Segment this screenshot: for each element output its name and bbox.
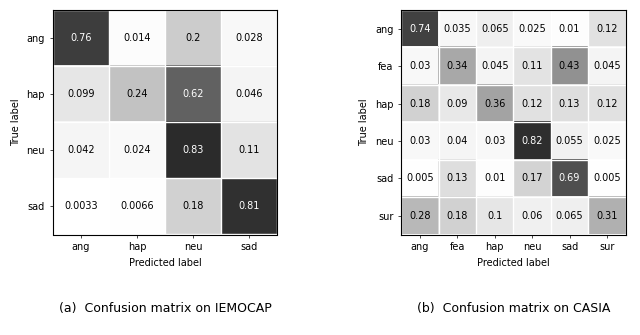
Text: 0.18: 0.18 [182, 201, 204, 211]
Text: 0.13: 0.13 [559, 98, 580, 109]
Text: 0.1: 0.1 [487, 211, 502, 221]
Text: 0.76: 0.76 [70, 33, 92, 43]
Text: 0.055: 0.055 [556, 136, 584, 146]
Text: (a)  Confusion matrix on IEMOCAP: (a) Confusion matrix on IEMOCAP [59, 302, 271, 315]
Text: 0.83: 0.83 [182, 145, 204, 155]
Text: 0.31: 0.31 [596, 211, 618, 221]
Text: 0.035: 0.035 [444, 24, 471, 34]
Text: 0.34: 0.34 [447, 61, 468, 71]
Text: 0.12: 0.12 [596, 24, 618, 34]
Text: 0.81: 0.81 [239, 201, 260, 211]
Y-axis label: True label: True label [11, 98, 21, 146]
Text: 0.17: 0.17 [522, 174, 543, 183]
Text: 0.01: 0.01 [484, 174, 506, 183]
Text: 0.03: 0.03 [409, 136, 431, 146]
X-axis label: Predicted label: Predicted label [129, 258, 202, 268]
Text: 0.03: 0.03 [409, 61, 431, 71]
Text: 0.01: 0.01 [559, 24, 580, 34]
Text: 0.03: 0.03 [484, 136, 506, 146]
Text: 0.09: 0.09 [447, 98, 468, 109]
Text: 0.12: 0.12 [596, 98, 618, 109]
Text: 0.065: 0.065 [556, 211, 584, 221]
Text: 0.045: 0.045 [481, 61, 509, 71]
Text: 0.045: 0.045 [593, 61, 621, 71]
Text: 0.18: 0.18 [409, 98, 431, 109]
Text: 0.43: 0.43 [559, 61, 580, 71]
Text: 0.005: 0.005 [406, 174, 434, 183]
Text: 0.04: 0.04 [447, 136, 468, 146]
Text: 0.024: 0.024 [123, 145, 150, 155]
Text: 0.13: 0.13 [447, 174, 468, 183]
Text: 0.62: 0.62 [182, 89, 204, 99]
Text: 0.11: 0.11 [239, 145, 260, 155]
Text: 0.69: 0.69 [559, 174, 580, 183]
Text: 0.0033: 0.0033 [64, 201, 98, 211]
Text: 0.065: 0.065 [481, 24, 509, 34]
X-axis label: Predicted label: Predicted label [477, 258, 550, 268]
Text: 0.005: 0.005 [593, 174, 621, 183]
Text: 0.28: 0.28 [409, 211, 431, 221]
Text: 0.099: 0.099 [67, 89, 95, 99]
Text: 0.11: 0.11 [522, 61, 543, 71]
Text: 0.014: 0.014 [123, 33, 150, 43]
Text: 0.028: 0.028 [236, 33, 263, 43]
Text: 0.042: 0.042 [67, 145, 95, 155]
Y-axis label: True label: True label [360, 98, 369, 146]
Text: 0.0066: 0.0066 [120, 201, 154, 211]
Text: 0.2: 0.2 [186, 33, 201, 43]
Text: 0.06: 0.06 [522, 211, 543, 221]
Text: 0.046: 0.046 [236, 89, 263, 99]
Text: 0.24: 0.24 [126, 89, 148, 99]
Text: 0.025: 0.025 [593, 136, 621, 146]
Text: 0.12: 0.12 [522, 98, 543, 109]
Text: 0.025: 0.025 [518, 24, 546, 34]
Text: (b)  Confusion matrix on CASIA: (b) Confusion matrix on CASIA [417, 302, 610, 315]
Text: 0.18: 0.18 [447, 211, 468, 221]
Text: 0.82: 0.82 [522, 136, 543, 146]
Text: 0.74: 0.74 [409, 24, 431, 34]
Text: 0.36: 0.36 [484, 98, 506, 109]
